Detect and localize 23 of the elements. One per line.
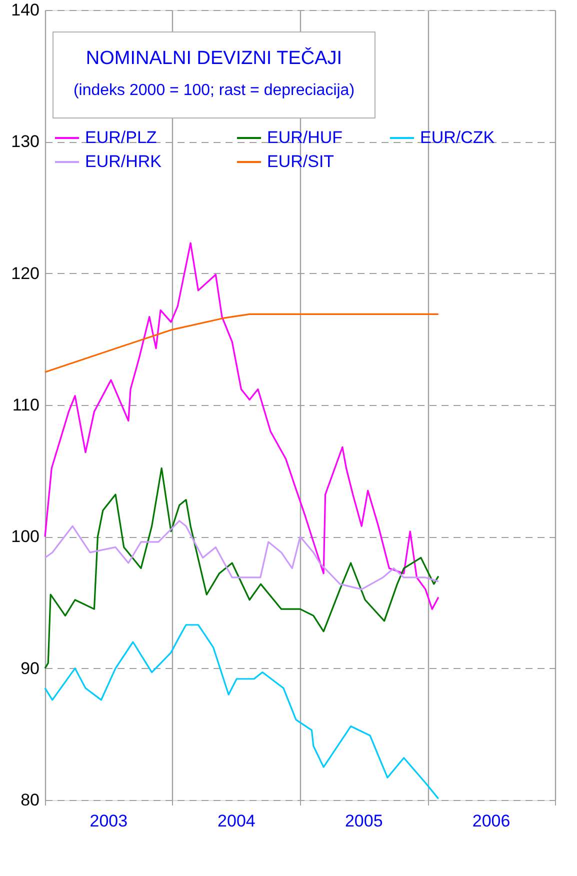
line-series (44, 313, 440, 373)
legend-label: EUR/SIT (267, 152, 334, 171)
text: (indeks 2000 = 100; rast = depreciacija) (73, 82, 355, 99)
line-series (44, 467, 440, 670)
y-tick-label: 130 (11, 132, 40, 152)
legend-label: EUR/HRK (85, 152, 162, 171)
line-series (44, 242, 440, 610)
y-tick-label: 90 (20, 658, 40, 678)
x-tick-label: 2005 (344, 812, 383, 830)
y-tick-label: 110 (12, 396, 40, 414)
x-tick-label: 2004 (218, 812, 256, 830)
legend-label: EUR/CZK (420, 128, 496, 147)
x-tick-label: 2003 (90, 812, 128, 830)
x-tick-label: 2006 (472, 812, 510, 830)
y-tick-label: 100 (11, 527, 40, 546)
legend-label: EUR/PLZ (85, 128, 157, 147)
line-series (44, 624, 440, 800)
text: NOMINALNI DEVIZNI TEČAJI (86, 47, 342, 69)
y-tick-label: 140 (11, 0, 40, 20)
legend-label: EUR/HUF (267, 128, 343, 147)
y-tick-label: 80 (20, 790, 40, 810)
y-tick-label: 120 (11, 264, 40, 283)
line-series (44, 520, 440, 590)
